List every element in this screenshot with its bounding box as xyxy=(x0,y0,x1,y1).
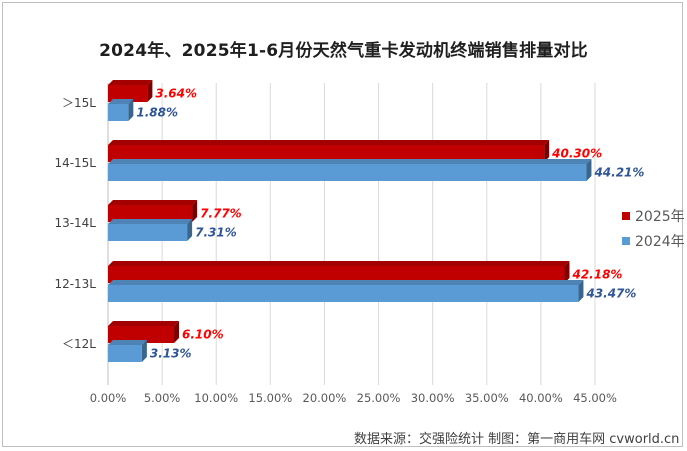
bar xyxy=(108,145,545,162)
bar-top-face xyxy=(108,219,193,224)
category-label: ＜12L xyxy=(62,337,96,351)
bar xyxy=(108,104,129,121)
data-label: 3.13% xyxy=(150,347,192,361)
bar-top-face xyxy=(108,200,198,205)
data-label: 6.10% xyxy=(182,328,224,342)
bar xyxy=(108,85,148,102)
legend-item-2024: 2024年 xyxy=(622,231,685,251)
bar-side-face xyxy=(128,99,134,121)
bar-side-face xyxy=(586,159,592,181)
x-tick-label: 30.00% xyxy=(411,391,455,405)
bar xyxy=(108,224,188,241)
x-tick-label: 10.00% xyxy=(194,391,238,405)
x-tick-label: 25.00% xyxy=(357,391,401,405)
data-label: 42.18% xyxy=(571,268,622,282)
category-label: ＞15L xyxy=(62,96,96,110)
bar-top-face xyxy=(108,80,153,85)
x-tick-label: 45.00% xyxy=(573,391,617,405)
bar xyxy=(108,285,579,302)
category-label: 14-15L xyxy=(54,156,96,170)
x-tick-label: 5.00% xyxy=(144,391,181,405)
x-tick-label: 40.00% xyxy=(519,391,563,405)
legend-item-2025: 2025年 xyxy=(622,206,685,226)
bar-top-face xyxy=(108,261,570,266)
data-label: 43.47% xyxy=(585,287,636,301)
bar-top-face xyxy=(108,140,550,145)
bar xyxy=(108,205,193,222)
data-label: 7.31% xyxy=(195,226,237,240)
bar-top-face xyxy=(108,159,592,164)
x-tick-label: 15.00% xyxy=(248,391,292,405)
data-label: 40.30% xyxy=(551,147,602,161)
legend-swatch-2025 xyxy=(622,212,630,220)
data-label: 44.21% xyxy=(593,166,644,180)
bar-side-face xyxy=(544,140,550,162)
legend-swatch-2024 xyxy=(622,237,630,245)
x-tick-label: 0.00% xyxy=(90,391,127,405)
x-tick-label: 35.00% xyxy=(465,391,509,405)
bar-top-face xyxy=(108,280,584,285)
legend-label-2025: 2025年 xyxy=(635,209,685,225)
bar-top-face xyxy=(108,99,134,104)
category-label: 13-14L xyxy=(54,216,96,230)
legend-label-2024: 2024年 xyxy=(635,234,685,250)
chart-title: 2024年、2025年1-6月份天然气重卡发动机终端销售排量对比 xyxy=(99,41,588,61)
category-label: 12-13L xyxy=(54,277,96,291)
bar-top-face xyxy=(108,340,147,345)
bar xyxy=(108,345,142,362)
data-label: 7.77% xyxy=(200,207,242,221)
bar-top-face xyxy=(108,321,180,326)
bar xyxy=(108,266,565,283)
bar xyxy=(108,164,587,181)
bar-side-face xyxy=(147,80,153,102)
bar-side-face xyxy=(564,261,570,283)
data-label: 1.88% xyxy=(136,106,178,120)
bar xyxy=(108,326,175,343)
x-tick-label: 20.00% xyxy=(303,391,347,405)
data-label: 3.64% xyxy=(155,87,197,101)
bar-side-face xyxy=(192,200,198,222)
bar-side-face xyxy=(141,340,147,362)
source-note: 数据来源：交强险统计 制图：第一商用车网 cvworld.cn xyxy=(354,432,680,447)
bar-side-face xyxy=(578,280,584,302)
bar-side-face xyxy=(174,321,180,343)
bar-side-face xyxy=(187,219,193,241)
chart-frame xyxy=(2,2,683,447)
